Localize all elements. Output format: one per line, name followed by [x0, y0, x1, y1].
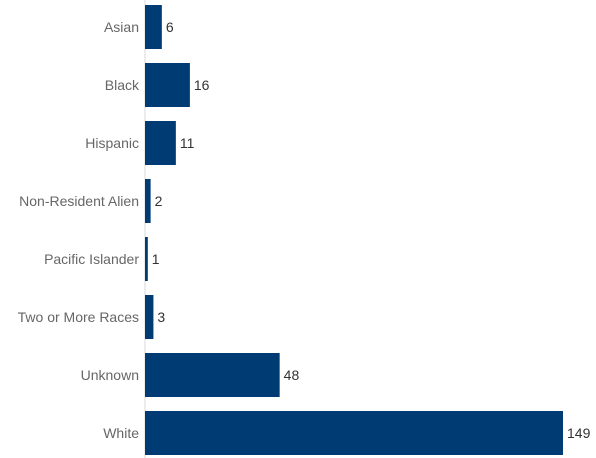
labels-layer: Asian 6 Black 16 Hispanic 11 Non-Resident Alie…	[18, 19, 591, 441]
bar-unknown	[145, 353, 280, 397]
category-label-unknown: Unknown	[81, 367, 139, 383]
category-label-asian: Asian	[104, 19, 139, 35]
bar-hispanic	[145, 121, 176, 165]
bar-black	[145, 63, 190, 107]
category-label-black: Black	[105, 77, 140, 93]
value-label-black: 16	[194, 77, 210, 93]
category-label-white: White	[103, 425, 139, 441]
value-label-white: 149	[567, 425, 591, 441]
value-label-asian: 6	[166, 19, 174, 35]
bar-pacific-islander	[145, 237, 148, 281]
bar-asian	[145, 5, 162, 49]
bar-two-or-more-races	[145, 295, 154, 339]
category-label-hispanic: Hispanic	[85, 135, 139, 151]
bar-white	[145, 411, 563, 455]
bar-non-resident-alien	[145, 179, 151, 223]
category-label-non-resident-alien: Non-Resident Alien	[19, 193, 139, 209]
value-label-pacific-islander: 1	[152, 251, 160, 267]
value-label-hispanic: 11	[180, 135, 195, 151]
value-label-unknown: 48	[284, 367, 300, 383]
category-label-pacific-islander: Pacific Islander	[44, 251, 139, 267]
bars-layer	[145, 5, 563, 455]
category-label-two-or-more-races: Two or More Races	[18, 309, 139, 325]
value-label-non-resident-alien: 2	[155, 193, 163, 209]
value-label-two-or-more-races: 3	[157, 309, 165, 325]
